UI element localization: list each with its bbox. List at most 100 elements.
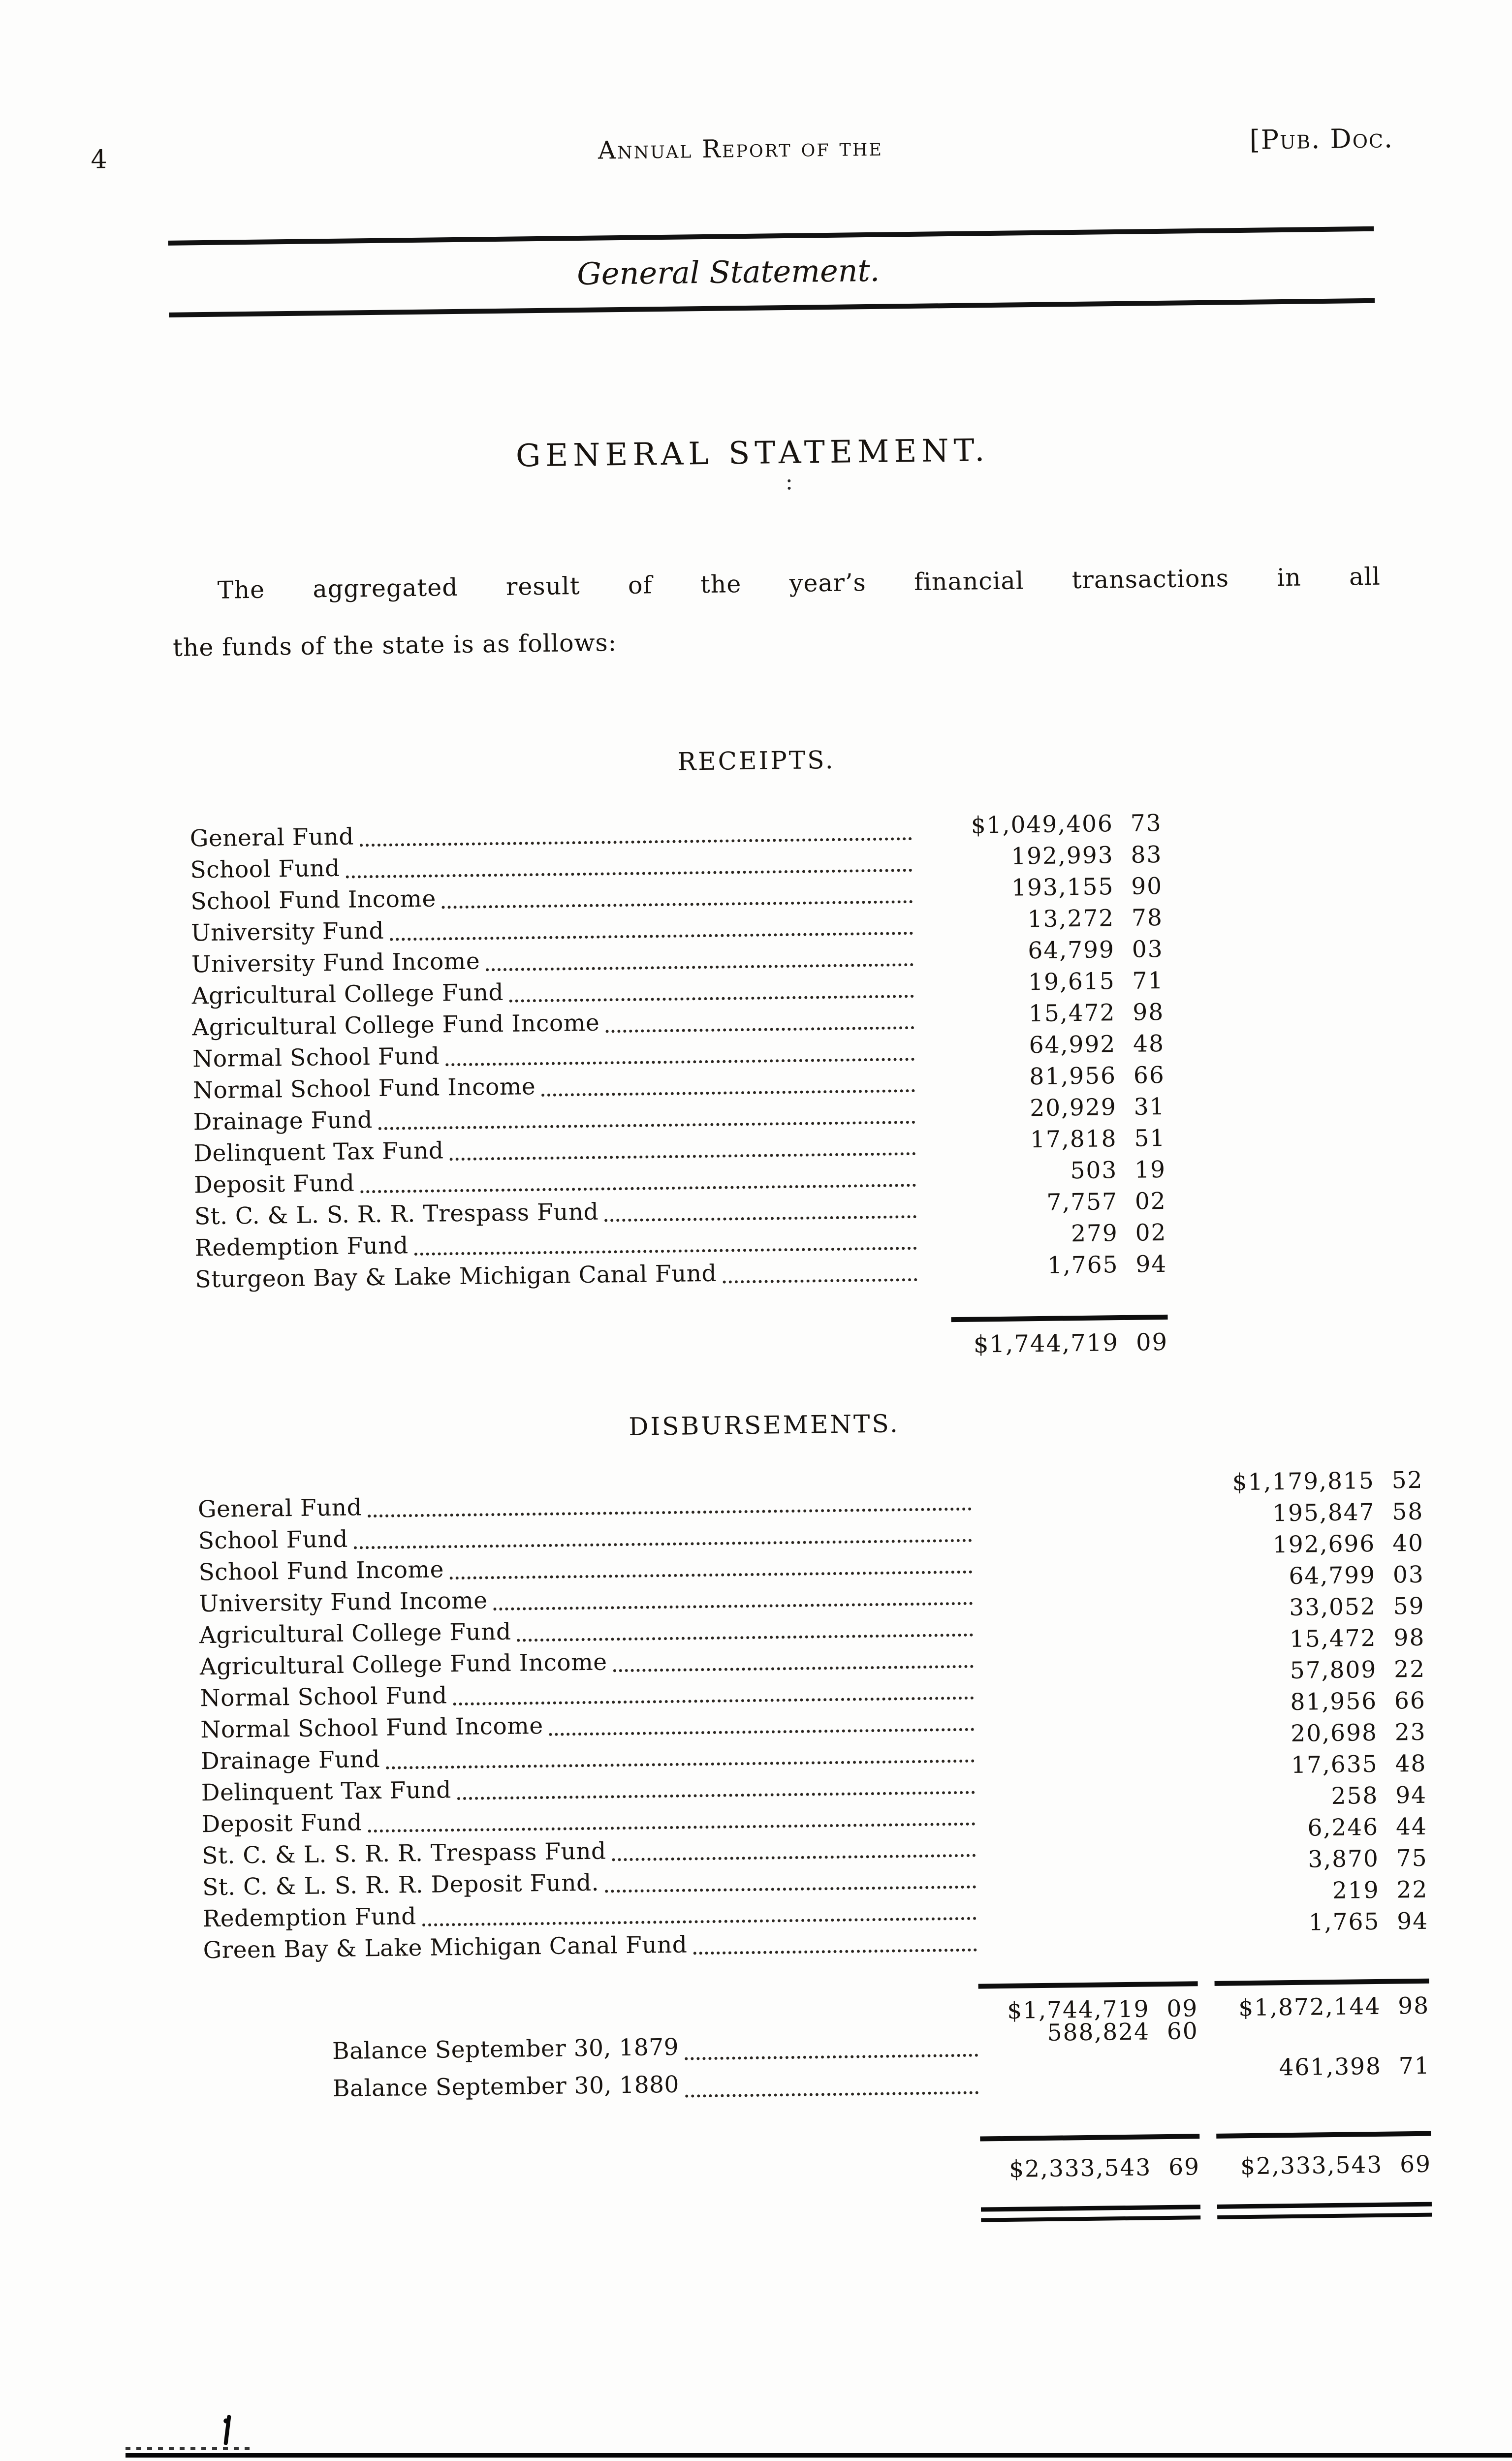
scan-bottom-edge xyxy=(126,2453,1512,2458)
grand-totals-row: $2,333,543 69 $2,333,543 69 xyxy=(206,2149,1432,2195)
dot-leader xyxy=(685,2091,979,2098)
intro-paragraph: The aggregated result of the year’s fina… xyxy=(172,548,1382,677)
dot-leader xyxy=(604,1215,917,1222)
header-rule-top xyxy=(168,226,1374,246)
fund-label: General Fund xyxy=(197,1494,362,1523)
fund-amount: 279 02 xyxy=(1071,1219,1167,1248)
grand-total-left: $2,333,543 69 xyxy=(1008,2153,1200,2183)
fund-amount: 192,696 40 xyxy=(1272,1529,1424,1559)
dot-leader xyxy=(493,1602,973,1611)
fund-label: Agricultural College Fund xyxy=(191,978,504,1010)
dot-leader xyxy=(360,1183,916,1194)
balance-amount-spacer xyxy=(1198,2036,1430,2039)
totals-rule-left xyxy=(978,1981,1198,1989)
fund-amount: 19,615 71 xyxy=(1028,967,1164,996)
fund-amount: 64,799 03 xyxy=(1289,1561,1425,1590)
fund-label: Normal School Fund xyxy=(192,1042,440,1073)
fund-amount: 81,956 66 xyxy=(1290,1687,1426,1716)
fund-label: St. C. & L. S. R. R. Trespass Fund xyxy=(194,1198,599,1230)
pub-doc-label: [Pub. Doc. xyxy=(1249,123,1394,156)
page-content: 4 Annual Report of the [Pub. Doc. Genera… xyxy=(91,108,1432,2232)
dot-leader xyxy=(693,1948,977,1955)
dot-leader xyxy=(605,1026,914,1033)
fund-amount: 192,993 83 xyxy=(1010,841,1163,870)
dot-leader xyxy=(360,837,912,847)
ink-mark xyxy=(223,2414,231,2446)
receipts-table: General Fund $1,049,406 73 School Fund 192… xyxy=(189,810,1167,1297)
header-rule-bottom xyxy=(169,298,1375,317)
fund-label: School Fund Income xyxy=(198,1556,444,1586)
dot-leader xyxy=(450,1570,973,1580)
balance-label: Balance September 30, 1880 xyxy=(332,2071,680,2103)
scan-speckle xyxy=(126,2447,253,2450)
double-rule-right xyxy=(1217,2202,1432,2219)
fund-amount: 17,818 51 xyxy=(1030,1124,1166,1154)
balance-amount: 461,398 71 xyxy=(1279,2052,1430,2082)
running-title: General Statement. xyxy=(576,252,880,292)
fund-amount: 1,765 94 xyxy=(1308,1907,1429,1936)
fund-amount: $1,179,815 52 xyxy=(1232,1466,1423,1496)
dot-leader xyxy=(685,2053,978,2060)
fund-amount: 13,272 78 xyxy=(1027,904,1164,933)
receipts-total: $1,744,719 09 xyxy=(973,1328,1168,1358)
fund-label: Agricultural College Fund xyxy=(199,1618,511,1649)
page-header: 4 Annual Report of the [Pub. Doc. xyxy=(91,123,1408,178)
grand-rule-right xyxy=(1216,2131,1431,2139)
fund-label: Delinquent Tax Fund xyxy=(201,1776,452,1807)
grand-total-rules xyxy=(205,2131,1431,2151)
fund-label: Drainage Fund xyxy=(193,1106,373,1136)
fund-label: Agricultural College Fund Income xyxy=(192,1009,600,1041)
grand-rule-left xyxy=(980,2134,1200,2142)
fund-label: General Fund xyxy=(189,823,354,852)
dot-leader xyxy=(723,1278,917,1284)
fund-label: Drainage Fund xyxy=(200,1745,380,1775)
balance-amount-spacer xyxy=(982,2076,1199,2079)
fund-label: School Fund Income xyxy=(190,885,437,915)
dot-leader xyxy=(449,1152,916,1161)
dot-leader xyxy=(612,1854,976,1862)
dot-leader xyxy=(414,1246,917,1256)
fund-label: Deposit Fund xyxy=(193,1169,355,1199)
balance-label: Balance September 30, 1879 xyxy=(332,2033,679,2065)
dot-leader xyxy=(541,1089,915,1097)
dot-leader xyxy=(354,1539,972,1549)
fund-label: St. C. & L. S. R. R. Deposit Fund. xyxy=(202,1869,599,1901)
fund-label: St. C. & L. S. R. R. Trespass Fund xyxy=(202,1837,606,1870)
receipts-total-rule xyxy=(951,1314,1168,1323)
disbursements-table: General Fund $1,179,815 52 School Fund 195… xyxy=(197,1467,1429,1968)
fund-amount: 6,246 44 xyxy=(1307,1813,1428,1842)
disbursements-heading: DISBURSEMENTS. xyxy=(628,1409,900,1441)
balance-amount: 588,824 60 xyxy=(1047,2018,1199,2047)
fund-label: University Fund Income xyxy=(191,947,480,978)
dot-leader xyxy=(368,1822,976,1833)
fund-amount: 15,472 98 xyxy=(1028,998,1165,1028)
page-title: GENERAL STATEMENT. xyxy=(515,432,990,474)
receipts-heading: RECEIPTS. xyxy=(677,745,835,776)
totals-rule-right xyxy=(1214,1978,1429,1986)
dot-leader xyxy=(517,1633,974,1642)
grand-total-right: $2,333,543 69 xyxy=(1240,2150,1432,2180)
fund-label: Delinquent Tax Fund xyxy=(193,1137,444,1167)
fund-amount: $1,049,406 73 xyxy=(971,809,1162,839)
fund-label: Normal School Fund Income xyxy=(192,1073,536,1104)
fund-label: Agricultural College Fund Income xyxy=(199,1648,607,1681)
dot-leader xyxy=(441,900,913,909)
fund-amount: 20,929 31 xyxy=(1029,1093,1166,1122)
dot-leader xyxy=(486,963,914,972)
dot-leader xyxy=(346,869,913,879)
dot-leader xyxy=(457,1791,975,1800)
fund-amount: 33,052 59 xyxy=(1289,1592,1425,1622)
fund-label: Normal School Fund xyxy=(200,1682,447,1712)
dot-leader xyxy=(422,1917,977,1926)
ink-dots xyxy=(788,479,791,482)
fund-amount: 17,635 48 xyxy=(1291,1750,1427,1779)
fund-amount: 15,472 98 xyxy=(1289,1624,1425,1653)
summary-section: $1,744,719 09 $1,872,144 98 Balance Sept… xyxy=(204,1978,1432,2232)
fund-amount: 1,765 94 xyxy=(1047,1250,1167,1279)
fund-amount: 195,847 58 xyxy=(1272,1498,1424,1527)
fund-label: Normal School Fund Income xyxy=(200,1712,543,1744)
double-rule-left xyxy=(980,2205,1201,2222)
fund-label: University Fund xyxy=(190,917,384,947)
running-head: Annual Report of the xyxy=(598,132,883,165)
fund-label: Green Bay & Lake Michigan Canal Fund xyxy=(203,1931,688,1964)
